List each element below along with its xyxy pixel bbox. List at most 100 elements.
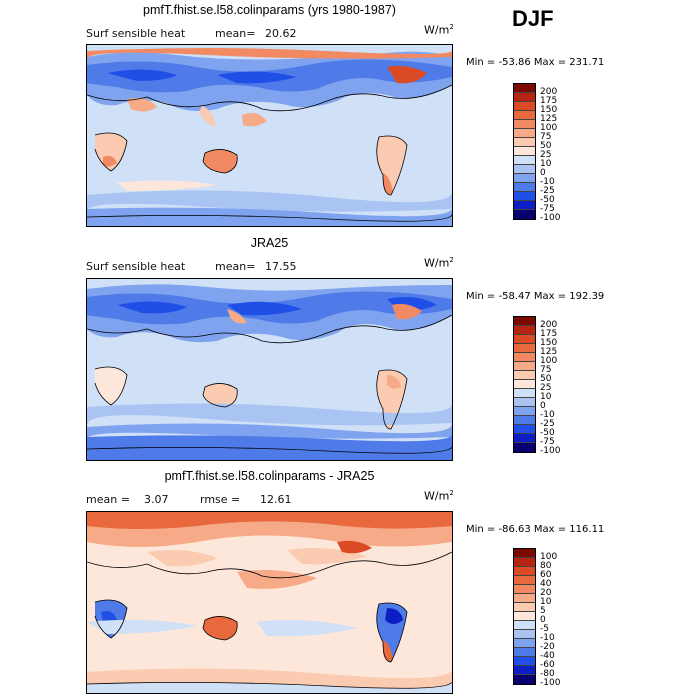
- colorbar-swatch: [514, 621, 535, 630]
- colorbar-swatch: [514, 183, 535, 192]
- panel-2-units: W/m2: [424, 256, 454, 270]
- colorbar-tick-label: 60: [540, 570, 552, 580]
- colorbar-tick-label: 0: [540, 168, 546, 178]
- colorbar-tick-label: 10: [540, 597, 552, 607]
- colorbar-tick-label: -75: [540, 204, 555, 214]
- colorbar-swatches: [513, 316, 536, 453]
- colorbar-swatch: [514, 362, 535, 371]
- panel-3-units: W/m2: [424, 489, 454, 503]
- colorbar-swatch: [514, 371, 535, 380]
- colorbar-swatch: [514, 147, 535, 156]
- panel-2-title: JRA25: [250, 236, 289, 250]
- colorbar-swatch: [514, 648, 535, 657]
- colorbar-tick-label: -100: [540, 678, 561, 688]
- colorbar-tick-label: 175: [540, 96, 558, 106]
- panel-2-field-label: Surf sensible heat: [86, 260, 186, 273]
- colorbar-tick-label: -25: [540, 419, 555, 429]
- colorbar-tick-label: 100: [540, 552, 558, 562]
- panel-1-map: [86, 44, 453, 227]
- colorbar-swatch: [514, 675, 535, 684]
- colorbar-swatch: [514, 317, 535, 326]
- colorbar-swatch: [514, 657, 535, 666]
- colorbar-tick-label: 10: [540, 392, 552, 402]
- colorbar-swatch: [514, 120, 535, 129]
- colorbar-tick-label: 150: [540, 338, 558, 348]
- colorbar-tick-label: -10: [540, 410, 555, 420]
- colorbar-swatch: [514, 344, 535, 353]
- colorbar-tick-label: 20: [540, 588, 552, 598]
- colorbar-swatch: [514, 201, 535, 210]
- colorbar-tick-label: 50: [540, 374, 552, 384]
- colorbar-swatch: [514, 576, 535, 585]
- colorbar-swatch: [514, 567, 535, 576]
- colorbar-tick-label: 100: [540, 123, 558, 133]
- panel-3-mean-label: mean =: [86, 493, 130, 506]
- colorbar-tick-label: -100: [540, 446, 561, 456]
- panel-1-min-max: Min = -53.86 Max = 231.71: [466, 57, 605, 68]
- colorbar-tick-label: 10: [540, 159, 552, 169]
- colorbar-tick-label: 200: [540, 87, 558, 97]
- colorbar-tick-label: 5: [540, 606, 546, 616]
- colorbar-tick-label: 0: [540, 401, 546, 411]
- colorbar-tick-label: -25: [540, 186, 555, 196]
- colorbar-swatch: [514, 594, 535, 603]
- colorbar-tick-label: 175: [540, 329, 558, 339]
- colorbar-swatch: [514, 666, 535, 675]
- panel-1-mean-value: 20.62: [265, 27, 297, 40]
- colorbar-tick-label: -10: [540, 177, 555, 187]
- colorbar-tick-label: 100: [540, 356, 558, 366]
- colorbar-swatch: [514, 380, 535, 389]
- colorbar-tick-label: -50: [540, 428, 555, 438]
- colorbar-swatch: [514, 612, 535, 621]
- colorbar-swatch: [514, 138, 535, 147]
- colorbar-swatches: [513, 83, 536, 220]
- colorbar-tick-label: -40: [540, 651, 555, 661]
- colorbar-tick-label: 40: [540, 579, 552, 589]
- panel-2-mean-value: 17.55: [265, 260, 297, 273]
- colorbar-swatch: [514, 210, 535, 219]
- panel-3-colorbar: 100 80 60 40 20 10 5 0 -5 -10 -20 -40 -60 -80 -100: [513, 548, 603, 688]
- colorbar-swatch: [514, 102, 535, 111]
- colorbar-swatch: [514, 335, 535, 344]
- colorbar-swatch: [514, 425, 535, 434]
- colorbar-tick-label: -10: [540, 633, 555, 643]
- colorbar-swatch: [514, 192, 535, 201]
- colorbar-swatch: [514, 603, 535, 612]
- colorbar-swatch: [514, 398, 535, 407]
- colorbar-swatch: [514, 84, 535, 93]
- colorbar-swatch: [514, 630, 535, 639]
- colorbar-tick-label: -20: [540, 642, 555, 652]
- colorbar-tick-label: 25: [540, 383, 552, 393]
- colorbar-tick-label: 75: [540, 365, 552, 375]
- colorbar-swatch: [514, 93, 535, 102]
- colorbar-swatch: [514, 549, 535, 558]
- colorbar-tick-label: -50: [540, 195, 555, 205]
- colorbar-swatch: [514, 326, 535, 335]
- season-label: DJF: [512, 6, 554, 31]
- colorbar-swatch: [514, 111, 535, 120]
- panel-1-title: pmfT.fhist.se.l58.colinparams (yrs 1980-…: [143, 3, 396, 17]
- colorbar-tick-label: 125: [540, 114, 558, 124]
- colorbar-swatch: [514, 558, 535, 567]
- colorbar-swatch: [514, 165, 535, 174]
- panel-1-mean-label: mean=: [215, 27, 256, 40]
- colorbar-tick-label: 0: [540, 615, 546, 625]
- panel-2-mean-label: mean=: [215, 260, 256, 273]
- colorbar-swatch: [514, 585, 535, 594]
- panel-3-mean-value: 3.07: [144, 493, 169, 506]
- colorbar-swatch: [514, 353, 535, 362]
- colorbar-tick-label: 25: [540, 150, 552, 160]
- colorbar-swatch: [514, 443, 535, 452]
- colorbar-tick-label: 50: [540, 141, 552, 151]
- colorbar-tick-label: 80: [540, 561, 552, 571]
- colorbar-tick-label: 150: [540, 105, 558, 115]
- colorbar-swatch: [514, 639, 535, 648]
- panel-3-title: pmfT.fhist.se.l58.colinparams - JRA25: [164, 469, 375, 483]
- colorbar-tick-label: -75: [540, 437, 555, 447]
- panel-1-field-label: Surf sensible heat: [86, 27, 186, 40]
- panel-3-rmse-value: 12.61: [260, 493, 292, 506]
- colorbar-swatch: [514, 407, 535, 416]
- colorbar-swatch: [514, 156, 535, 165]
- panel-2-map: [86, 278, 453, 461]
